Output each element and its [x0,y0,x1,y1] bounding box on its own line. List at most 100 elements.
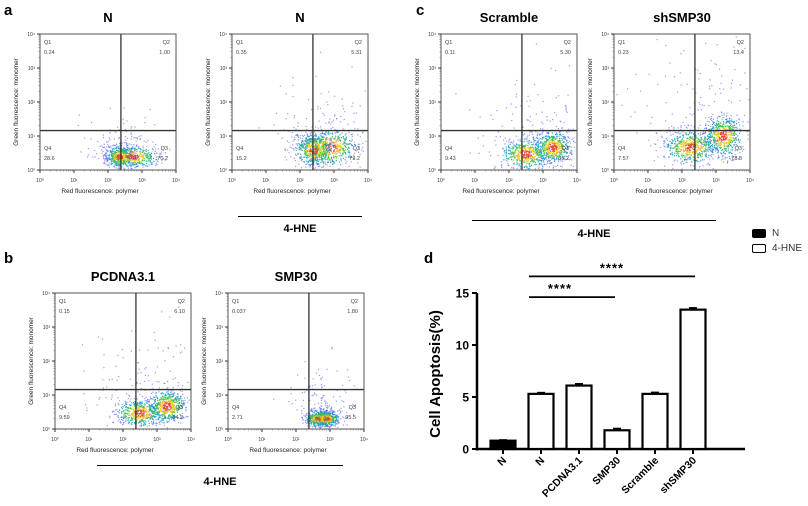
x-tick-label: 10² [292,437,300,443]
x-tick-label: 10² [119,437,127,443]
y-tick-label: 10³ [216,325,224,331]
flow-plot-svg: 10⁰ 10¹ 10² 10³ 10⁴ 10⁰ 10¹ 10² 10³ 10⁴ Q1 0.35 Q2 5.… [205,32,372,195]
legend-swatch-n [752,229,766,238]
treatment-label-b: 4-HNE [203,476,237,488]
bar-n-1 [527,392,555,451]
quadrant-value-q1: 0.24 [44,50,55,56]
quadrant-value-q4: 2.71 [232,415,243,421]
quadrant-name-q1: Q1 [236,40,243,46]
quadrant-value-q4: 7.57 [618,156,629,162]
bar-scramble-4 [641,392,669,451]
quadrant-name-q2: Q2 [178,299,185,305]
quadrant-value-q4: 28.6 [44,156,55,162]
quadrant-name-q3: Q3 [176,405,183,411]
y-tick-label: 0 [462,443,469,457]
x-tick-label: 10³ [712,178,720,184]
flow-plot-c-scramble: Scramble 10⁰ 10¹ 10² 10³ 10⁴ 10⁰ 10¹ 10² 10³ 10⁴ Q1… [401,0,601,210]
x-tick-label: 10¹ [70,178,78,184]
y-tick-label: 10² [28,100,36,106]
x-tick-label: 10² [505,178,513,184]
quadrant-name-q3: Q3 [353,146,360,152]
y-tick-label: 10 [456,339,470,353]
y-tick-label: 10⁰ [42,427,50,433]
flow-plot-title: PCDNA3.1 [90,269,156,284]
significance-label: **** [548,281,572,296]
quadrant-name-q2: Q2 [351,299,358,305]
x-tick-label: 10⁴ [573,178,581,184]
panel-letter-c: c [416,2,425,19]
x-tick-label: 10⁴ [360,437,368,443]
quadrant-name-q1: Q1 [59,299,66,305]
y-tick-label: 10⁰ [219,168,227,174]
quadrant-name-q4: Q4 [59,405,66,411]
x-tick-label: 10³ [330,178,338,184]
quadrant-value-q4: 9.43 [445,156,456,162]
plot-frame [227,292,365,430]
y-axis-label: Green fluorescence: monomer [201,316,208,405]
y-tick-label: 10³ [429,66,437,72]
quadrant-value-q3: 95.5 [345,415,356,421]
event-dots [258,51,367,170]
quadrant-name-q1: Q1 [44,40,51,46]
legend-swatch-4hne [752,244,766,253]
quadrant-name-q4: Q4 [232,405,239,411]
flow-plot-svg: 10⁰ 10¹ 10² 10³ 10⁴ 10⁰ 10¹ 10² 10³ 10⁴ Q1 0.037 Q2 1… [201,291,368,454]
legend-item-4hne: 4-HNE [752,241,802,256]
quadrant-name-q4: Q4 [618,146,625,152]
flow-plot-title: Scramble [479,10,539,25]
x-axis-label: Red fluorescence: polymer [635,188,713,195]
treatment-line-a [238,216,362,217]
x-tick-label: 10³ [138,178,146,184]
quadrant-value-q2: 13.4 [733,50,744,56]
legend-item-n: N [752,226,802,241]
x-tick-label: 10⁴ [187,437,195,443]
flow-plot-svg: 10⁰ 10¹ 10² 10³ 10⁴ 10⁰ 10¹ 10² 10³ 10⁴ Q1 0.15 Q2 6.… [28,291,195,454]
y-tick-label: 10⁰ [601,168,609,174]
x-axis-label: Red fluorescence: polymer [61,188,139,195]
x-tick-label: 10³ [539,178,547,184]
x-tick-label: 10¹ [262,178,270,184]
flow-plot-svg: 10⁰ 10¹ 10² 10³ 10⁴ 10⁰ 10¹ 10² 10³ 10⁴ Q1 0.24 Q2 1.… [13,32,180,195]
y-tick-label: 10³ [602,66,610,72]
y-tick-label: 10² [602,100,610,106]
x-tick-label: 10¹ [644,178,652,184]
quadrant-name-q1: Q1 [232,299,239,305]
event-dots [616,36,750,170]
y-tick-label: 10² [220,100,228,106]
quadrant-name-q3: Q3 [349,405,356,411]
flow-plot-c-shsmp30: shSMP30 10⁰ 10¹ 10² 10³ 10⁴ 10⁰ 10¹ 10² 10³ 10⁴ Q1 0… [574,0,774,210]
quadrant-value-q4: 15.2 [236,156,247,162]
flow-plot-a-n: N 10⁰ 10¹ 10² 10³ 10⁴ 10⁰ 10¹ 10² 10³ 10⁴ Q1 0.24 Q2 1… [0,0,200,210]
y-tick-label: 10² [43,359,51,365]
y-tick-label: 10¹ [220,134,228,140]
y-tick-label: 10¹ [429,134,437,140]
x-tick-label: 10⁴ [746,178,754,184]
x-tick-label: 10¹ [258,437,266,443]
y-axis-label: Green fluorescence: monomer [13,57,20,146]
bar-smp30-3 [603,429,631,451]
quadrant-value-q2: 1.80 [347,309,358,315]
y-axis-title: Cell Apoptosis(%) [427,310,444,438]
y-tick-label: 10⁴ [42,291,50,297]
x-tick-label: N [533,455,547,469]
quadrant-value-q2: 5.30 [560,50,571,56]
event-dots [67,306,190,429]
x-tick-label: SMP30 [590,455,623,488]
quadrant-value-q4: 9.59 [59,415,70,421]
quadrant-name-q3: Q3 [161,146,168,152]
y-tick-label: 10¹ [216,393,224,399]
quadrant-value-q1: 0.15 [59,309,70,315]
x-tick-label: 10¹ [471,178,479,184]
panel-letter-a: a [4,2,13,19]
y-axis-label: Green fluorescence: monomer [205,57,212,146]
y-tick-label: 10³ [43,325,51,331]
treatment-label-c: 4-HNE [577,228,611,240]
quadrant-name-q2: Q2 [564,40,571,46]
flow-plot-title: shSMP30 [653,10,711,25]
x-tick-label: 10³ [153,437,161,443]
flow-plot-svg: 10⁰ 10¹ 10² 10³ 10⁴ 10⁰ 10¹ 10² 10³ 10⁴ Q1 0.23 Q2 13… [587,32,754,195]
y-tick-label: 10² [216,359,224,365]
x-tick-label: 10³ [326,437,334,443]
quadrant-name-q2: Q2 [163,40,170,46]
panel-letter-b: b [4,250,14,267]
